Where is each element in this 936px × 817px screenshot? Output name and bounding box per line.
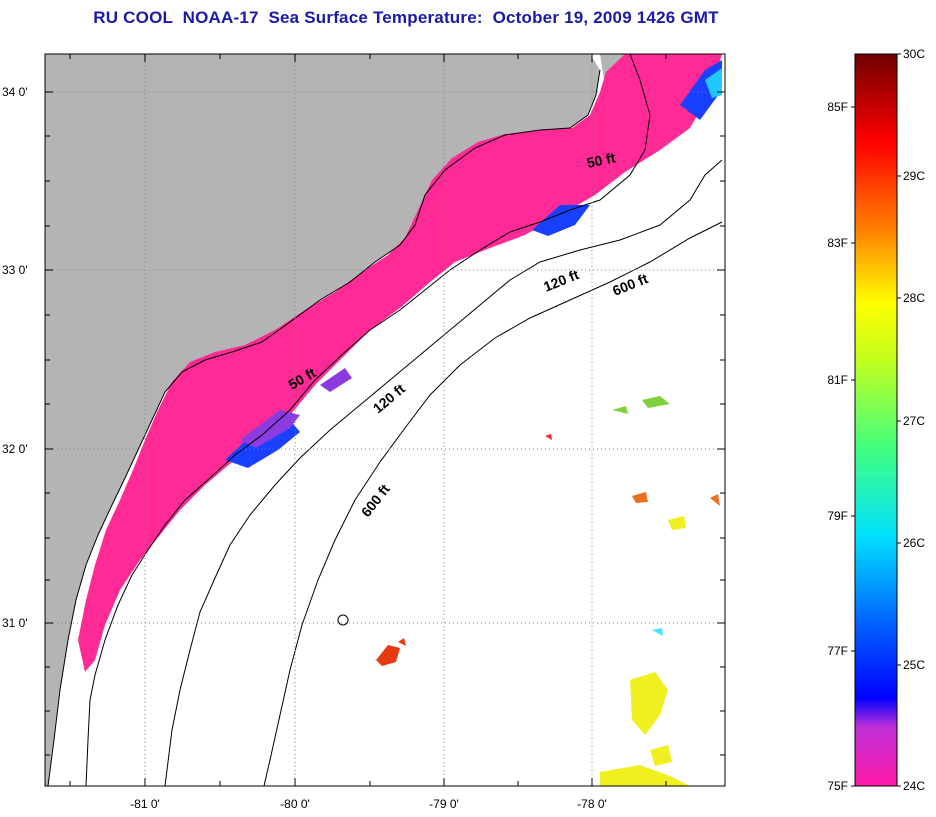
colorbar-c-label: 30C bbox=[903, 47, 925, 61]
colorbar-f-label: 79F bbox=[827, 509, 848, 523]
colorbar-c-label: 24C bbox=[903, 779, 925, 793]
lat-label: 34 0' bbox=[2, 85, 28, 99]
colorbar-c-label: 29C bbox=[903, 169, 925, 183]
colorbar-c-label: 28C bbox=[903, 291, 925, 305]
lon-label: -79 0' bbox=[429, 797, 459, 811]
contour-120ft bbox=[164, 159, 723, 786]
land-mass bbox=[45, 54, 600, 786]
lon-label: -81 0' bbox=[130, 797, 160, 811]
colorbar-c-label: 25C bbox=[903, 658, 925, 672]
map-frame bbox=[44, 53, 726, 787]
lat-label: 33 0' bbox=[2, 263, 28, 277]
lon-label: -80 0' bbox=[280, 797, 310, 811]
lon-label: -78 0' bbox=[577, 797, 607, 811]
map-title: RU COOL NOAA-17 Sea Surface Temperature:… bbox=[93, 8, 719, 27]
colorbar bbox=[854, 53, 898, 787]
graticule bbox=[45, 54, 725, 786]
colorbar-f-label: 81F bbox=[827, 373, 848, 387]
colorbar-c-label: 27C bbox=[903, 414, 925, 428]
colorbar-c-label: 26C bbox=[903, 536, 925, 550]
contour-50ft bbox=[85, 54, 651, 786]
lat-label: 31 0' bbox=[2, 616, 28, 630]
colorbar-f-label: 77F bbox=[827, 644, 848, 658]
colorbar-f-label: 83F bbox=[827, 236, 848, 250]
colorbar-f-label: 75F bbox=[827, 779, 848, 793]
contour-label-50ft: 50 ft bbox=[585, 149, 617, 171]
colorbar-f-label: 85F bbox=[827, 100, 848, 114]
lat-label: 32 0' bbox=[2, 442, 28, 456]
contour-600ft bbox=[263, 221, 723, 786]
